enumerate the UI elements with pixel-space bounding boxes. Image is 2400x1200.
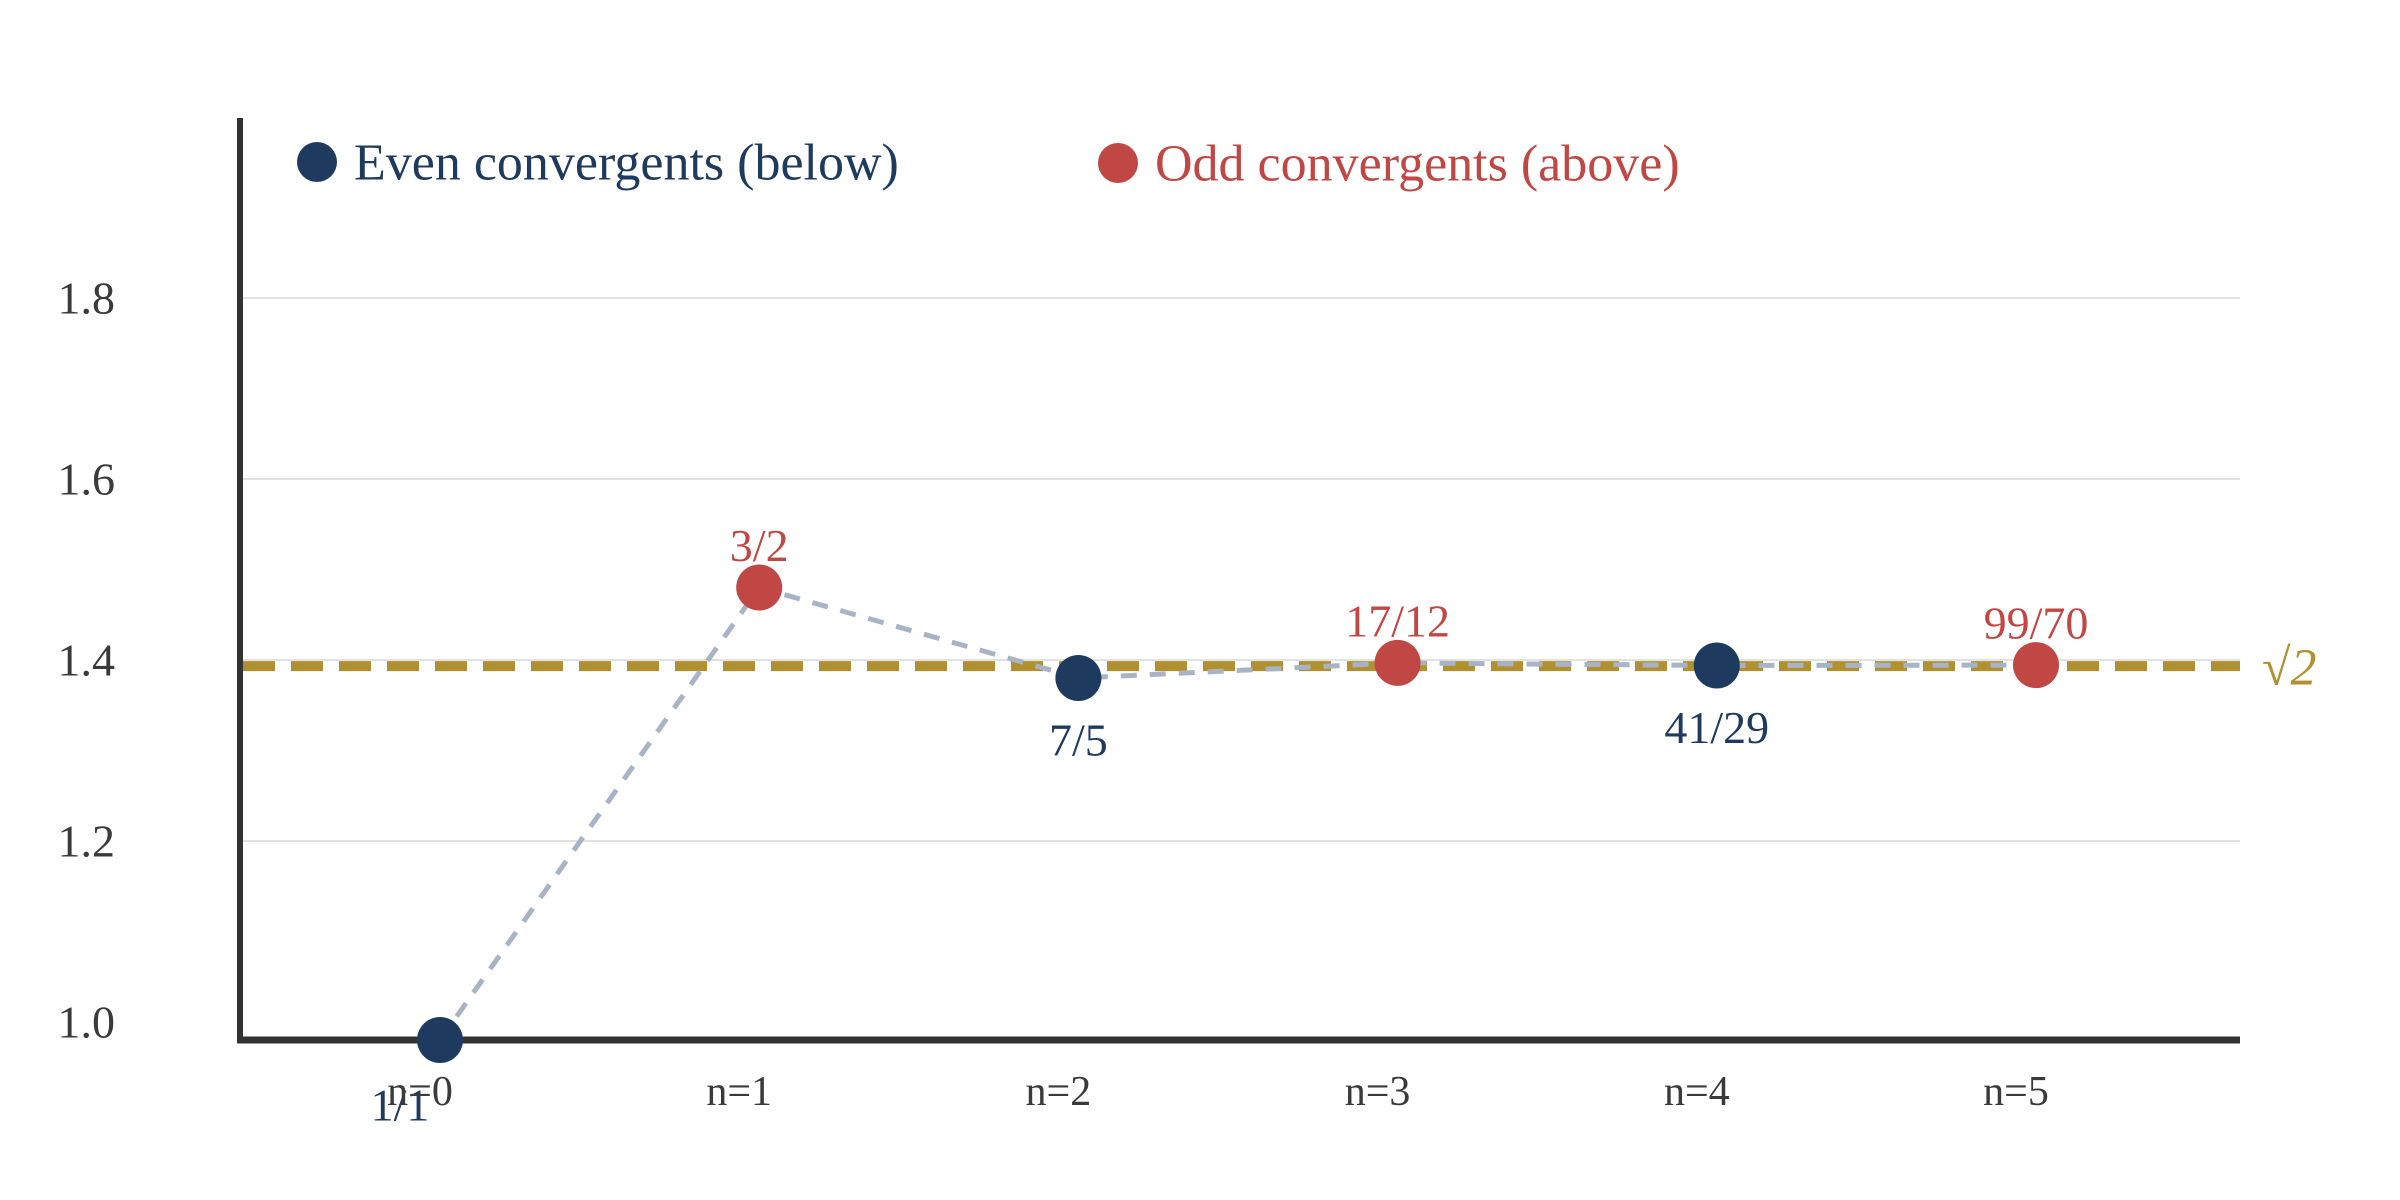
x-tick-label: n=5 — [1983, 1069, 2049, 1115]
legend: Even convergents (below) Odd convergents … — [297, 135, 1680, 193]
legend-dot-odd — [1098, 143, 1138, 183]
convergent-marker-n5 — [2013, 642, 2059, 689]
x-tick-label: n=1 — [706, 1069, 772, 1115]
x-axis-spine — [237, 1036, 2240, 1044]
legend-label-even: Even convergents (below) — [354, 135, 899, 192]
legend-dot-even — [297, 142, 337, 182]
axes — [237, 118, 2240, 1044]
y-tick-label: 1.6 — [58, 454, 116, 505]
gridlines — [243, 297, 2240, 842]
y-tick-labels: 1.0 1.2 1.4 1.6 1.8 — [58, 273, 116, 1048]
convergent-marker-n4 — [1693, 642, 1740, 689]
sqrt2-label: √2 — [2262, 640, 2317, 697]
x-tick-label: n=4 — [1664, 1069, 1730, 1115]
x-tick-label: n=3 — [1345, 1069, 1411, 1115]
fraction-label-n2: 7/5 — [1049, 715, 1108, 766]
x-tick-label: n=0 — [387, 1069, 453, 1115]
data-point-markers — [417, 564, 2059, 1063]
convergent-marker-n3 — [1374, 639, 1421, 686]
convergence-connector-line — [437, 584, 2037, 1042]
connector-line — [437, 584, 2037, 1042]
convergent-marker-n0 — [417, 1017, 463, 1063]
fraction-label-n3: 17/12 — [1345, 595, 1450, 646]
y-tick-label: 1.4 — [58, 635, 116, 686]
fraction-label-n1: 3/2 — [730, 520, 789, 571]
point-labels: 1/1 3/2 7/5 17/12 41/29 99/70 — [371, 520, 2089, 1131]
x-tick-label: n=2 — [1026, 1069, 1092, 1115]
y-tick-label: 1.8 — [58, 273, 116, 324]
y-tick-label: 1.0 — [58, 997, 116, 1048]
x-tick-labels: n=0 n=1 n=2 n=3 n=4 n=5 — [387, 1069, 2049, 1115]
sqrt2-label-group: √2 — [2262, 640, 2317, 697]
fraction-label-n5: 99/70 — [1984, 598, 2089, 649]
convergent-marker-n1 — [736, 564, 783, 611]
fraction-label-n0: 1/1 — [371, 1080, 430, 1131]
convergent-marker-n2 — [1055, 655, 1102, 701]
y-axis-spine — [237, 118, 243, 1044]
fraction-label-n4: 41/29 — [1664, 702, 1769, 753]
legend-label-odd: Odd convergents (above) — [1155, 136, 1680, 193]
y-tick-label: 1.2 — [58, 816, 116, 867]
